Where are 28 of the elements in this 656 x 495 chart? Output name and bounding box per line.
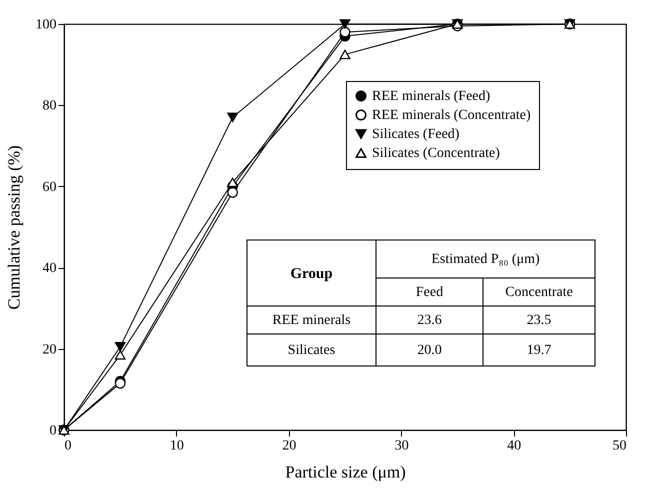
annotation: Silicates [288, 343, 336, 358]
x-tick-label: 30 [394, 438, 409, 454]
y-tick-label: 0 [50, 424, 56, 438]
y-tick-label: 100 [36, 18, 56, 32]
x-tick-label: 20 [282, 438, 296, 454]
annotation: 23.6 [417, 313, 442, 328]
annotation: REE minerals [272, 313, 351, 328]
legend-label: Silicates (Concentrate) [372, 146, 500, 161]
legend-label: Silicates (Feed) [372, 127, 460, 142]
x-axis-title: Particle size (μm) [285, 462, 406, 482]
annotation: Estimated P₈₀ (μm) [431, 252, 540, 267]
annotation: Group [290, 266, 333, 282]
x-tick-label: 10 [170, 438, 184, 454]
x-tick-label: 50 [612, 438, 626, 454]
annotation: Concentrate [505, 285, 573, 300]
annotation: 23.5 [526, 313, 552, 328]
legend-label: REE minerals (Concentrate) [372, 108, 531, 123]
y-tick-label: 60 [42, 180, 56, 195]
x-tick-label: 0 [64, 438, 72, 454]
y-tick-label: 80 [42, 98, 56, 114]
y-tick-label: 40 [42, 261, 56, 276]
legend-label: REE minerals (Feed) [372, 89, 491, 104]
annotation: 20.0 [417, 343, 442, 358]
y-tick-label: 20 [42, 342, 56, 358]
annotation: 19.7 [526, 343, 552, 358]
annotation: Feed [416, 285, 444, 300]
y-axis-title: Cumulative passing (%) [4, 145, 24, 310]
x-tick-label: 40 [507, 438, 522, 454]
